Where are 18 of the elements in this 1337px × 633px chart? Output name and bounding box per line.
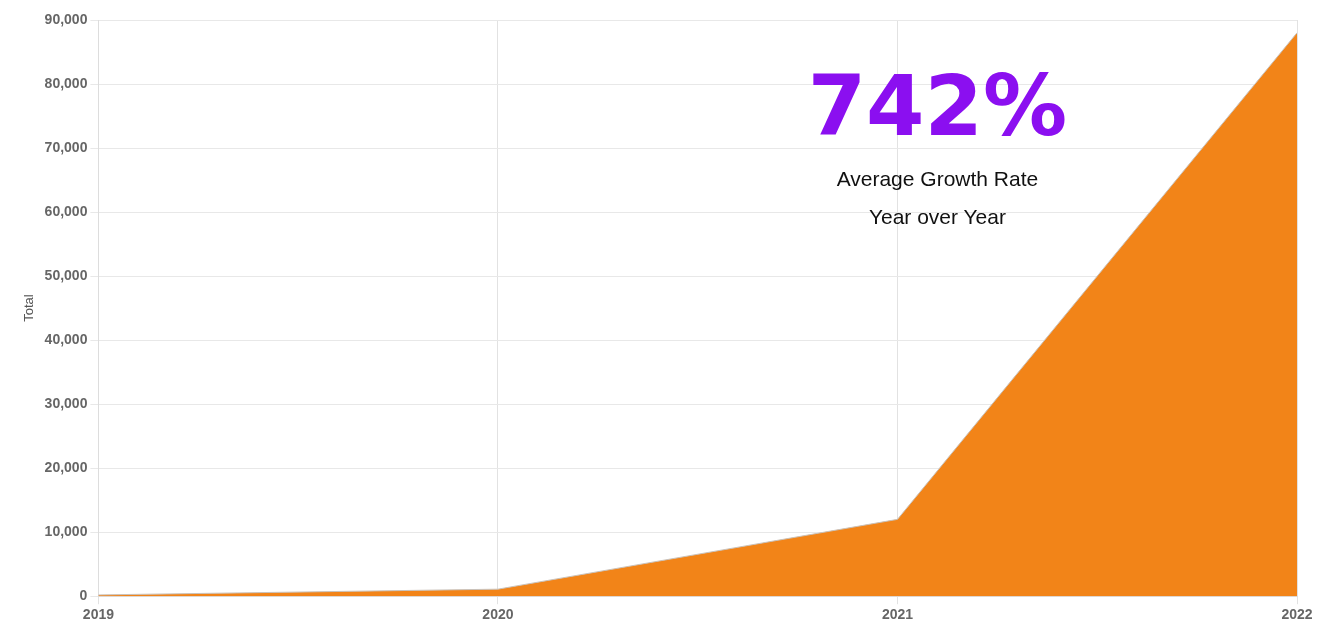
y-tick-label: 90,000: [44, 10, 88, 27]
y-tick-label: 50,000: [44, 266, 88, 283]
y-tick-label: 40,000: [44, 330, 88, 347]
x-tick-label: 2020: [482, 606, 514, 623]
annotation: 742%: [807, 56, 1068, 155]
x-tick-label: 2021: [881, 606, 914, 623]
y-tick-label: 30,000: [44, 394, 88, 411]
y-tick-label: 0: [79, 587, 88, 604]
y-axis-title: Total: [21, 294, 37, 322]
annotation: Year over Year: [868, 204, 1006, 228]
x-tick-label: 2022: [1281, 606, 1313, 623]
y-tick-label: 70,000: [44, 138, 88, 155]
x-tick-label: 2019: [82, 606, 115, 623]
y-tick-label: 10,000: [44, 523, 88, 540]
y-tick-label: 80,000: [44, 74, 88, 91]
annotation: Average Growth Rate: [836, 166, 1039, 190]
y-tick-label: 60,000: [44, 202, 88, 219]
y-tick-label: 20,000: [44, 459, 88, 476]
